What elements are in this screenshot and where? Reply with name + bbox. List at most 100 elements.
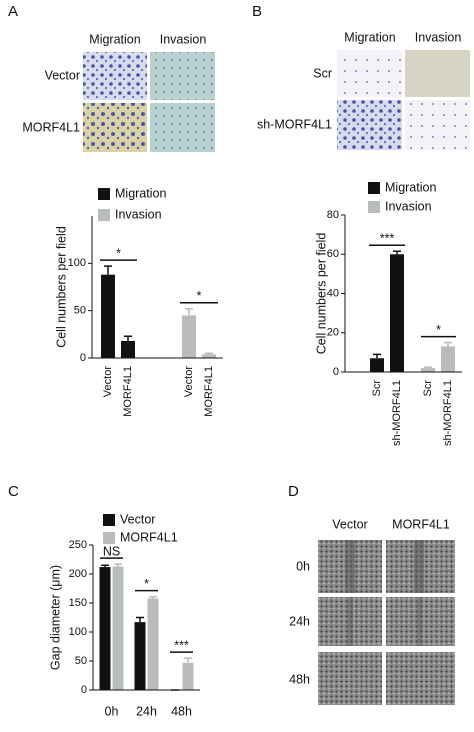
y-tick-label: 80 xyxy=(327,209,339,221)
error-bar xyxy=(393,250,401,255)
bar xyxy=(202,354,216,358)
y-tick-label: 0 xyxy=(81,684,87,696)
y-axis-label: Cell numbers per field xyxy=(314,233,328,355)
significance-label: *** xyxy=(174,638,189,652)
significance-label: * xyxy=(436,323,441,337)
micrograph xyxy=(337,100,402,150)
micrograph xyxy=(386,652,455,705)
row-label: 0h xyxy=(296,559,310,573)
column-label: Vector xyxy=(332,517,367,531)
bar xyxy=(147,598,159,690)
x-tick-label: Vector xyxy=(183,366,195,398)
x-tick-label: Scr xyxy=(371,380,383,397)
error-bar xyxy=(101,564,109,568)
row-label: Scr xyxy=(313,66,332,80)
bar xyxy=(99,567,111,690)
wound-gap xyxy=(414,540,424,593)
x-tick-label: MORF4L1 xyxy=(203,366,215,417)
error-bar xyxy=(184,657,192,663)
x-tick-label: Vector xyxy=(102,366,114,398)
error-bar xyxy=(136,616,144,623)
x-tick-label: sh-MORF4L1 xyxy=(442,380,454,446)
row-label: sh-MORF4L1 xyxy=(257,117,332,131)
legend-label: Migration xyxy=(385,180,436,194)
y-axis-label: Cell numbers per field xyxy=(54,226,68,348)
error-bar xyxy=(205,352,213,355)
x-tick-label: MORF4L1 xyxy=(122,366,134,417)
micrograph xyxy=(83,52,147,100)
x-tick-label: 24h xyxy=(136,704,157,718)
error-bar xyxy=(424,366,432,369)
micrograph xyxy=(83,103,147,152)
panel-label: A xyxy=(8,3,18,20)
legend-swatch xyxy=(103,532,115,544)
x-tick-label: Scr xyxy=(422,380,434,397)
bar xyxy=(441,346,455,372)
error-bar xyxy=(149,595,157,599)
x-tick-label: sh-MORF4L1 xyxy=(391,380,403,446)
significance-label: NS xyxy=(103,544,120,558)
legend-label: Migration xyxy=(115,186,166,200)
row-label: Vector xyxy=(45,68,80,82)
error-bar xyxy=(124,335,132,341)
bar xyxy=(370,358,384,372)
y-tick-label: 100 xyxy=(68,257,86,269)
bar xyxy=(182,662,194,690)
wound-gap xyxy=(347,597,353,646)
column-label: MORF4L1 xyxy=(392,517,450,531)
panel-label: D xyxy=(288,483,299,500)
x-tick-label: 48h xyxy=(171,704,192,718)
column-label: Invasion xyxy=(415,30,462,44)
bar xyxy=(182,315,196,358)
bar xyxy=(121,340,135,358)
micrograph xyxy=(318,652,382,705)
legend-label: MORF4L1 xyxy=(120,530,178,544)
panel-label: B xyxy=(252,3,262,20)
micrograph xyxy=(337,50,402,97)
error-bar xyxy=(114,563,122,567)
significance-label: * xyxy=(197,289,202,303)
error-bar xyxy=(104,265,112,275)
legend-swatch xyxy=(98,188,110,200)
legend-swatch xyxy=(368,201,380,213)
micrograph xyxy=(318,597,382,646)
column-label: Invasion xyxy=(160,32,207,46)
bar xyxy=(390,254,404,372)
y-tick-label: 60 xyxy=(327,248,339,260)
error-bar xyxy=(444,341,452,347)
row-label: MORF4L1 xyxy=(22,120,80,134)
column-label: Migration xyxy=(89,32,140,46)
bar xyxy=(112,566,124,690)
y-tick-label: 50 xyxy=(75,655,87,667)
bar xyxy=(134,622,146,690)
y-axis-label: Gap diameter (μm) xyxy=(48,565,62,670)
y-tick-label: 150 xyxy=(69,597,87,609)
panel-a-images xyxy=(83,52,215,152)
wound-gap xyxy=(345,540,355,593)
micrograph xyxy=(405,50,470,97)
y-tick-label: 250 xyxy=(69,539,87,551)
panel-label: C xyxy=(8,483,19,500)
y-tick-label: 40 xyxy=(327,287,339,299)
legend-swatch xyxy=(368,182,380,194)
micrograph xyxy=(150,103,215,152)
micrograph xyxy=(386,597,455,646)
micrograph xyxy=(150,52,215,100)
y-tick-label: 50 xyxy=(74,305,86,317)
significance-label: * xyxy=(116,246,121,260)
row-label: 24h xyxy=(289,614,310,628)
legend-label: Invasion xyxy=(385,199,432,213)
x-tick-label: 0h xyxy=(105,704,119,718)
panel-d-images xyxy=(318,540,455,705)
y-tick-label: 0 xyxy=(333,366,339,378)
legend-label: Vector xyxy=(120,512,155,526)
significance-label: * xyxy=(144,577,149,591)
error-bar xyxy=(373,353,381,359)
panel-b-images xyxy=(337,50,470,150)
wound-gap xyxy=(417,597,422,646)
significance-label: *** xyxy=(380,232,395,246)
legend-swatch xyxy=(98,209,110,221)
column-label: Migration xyxy=(344,30,395,44)
legend-swatch xyxy=(103,514,115,526)
